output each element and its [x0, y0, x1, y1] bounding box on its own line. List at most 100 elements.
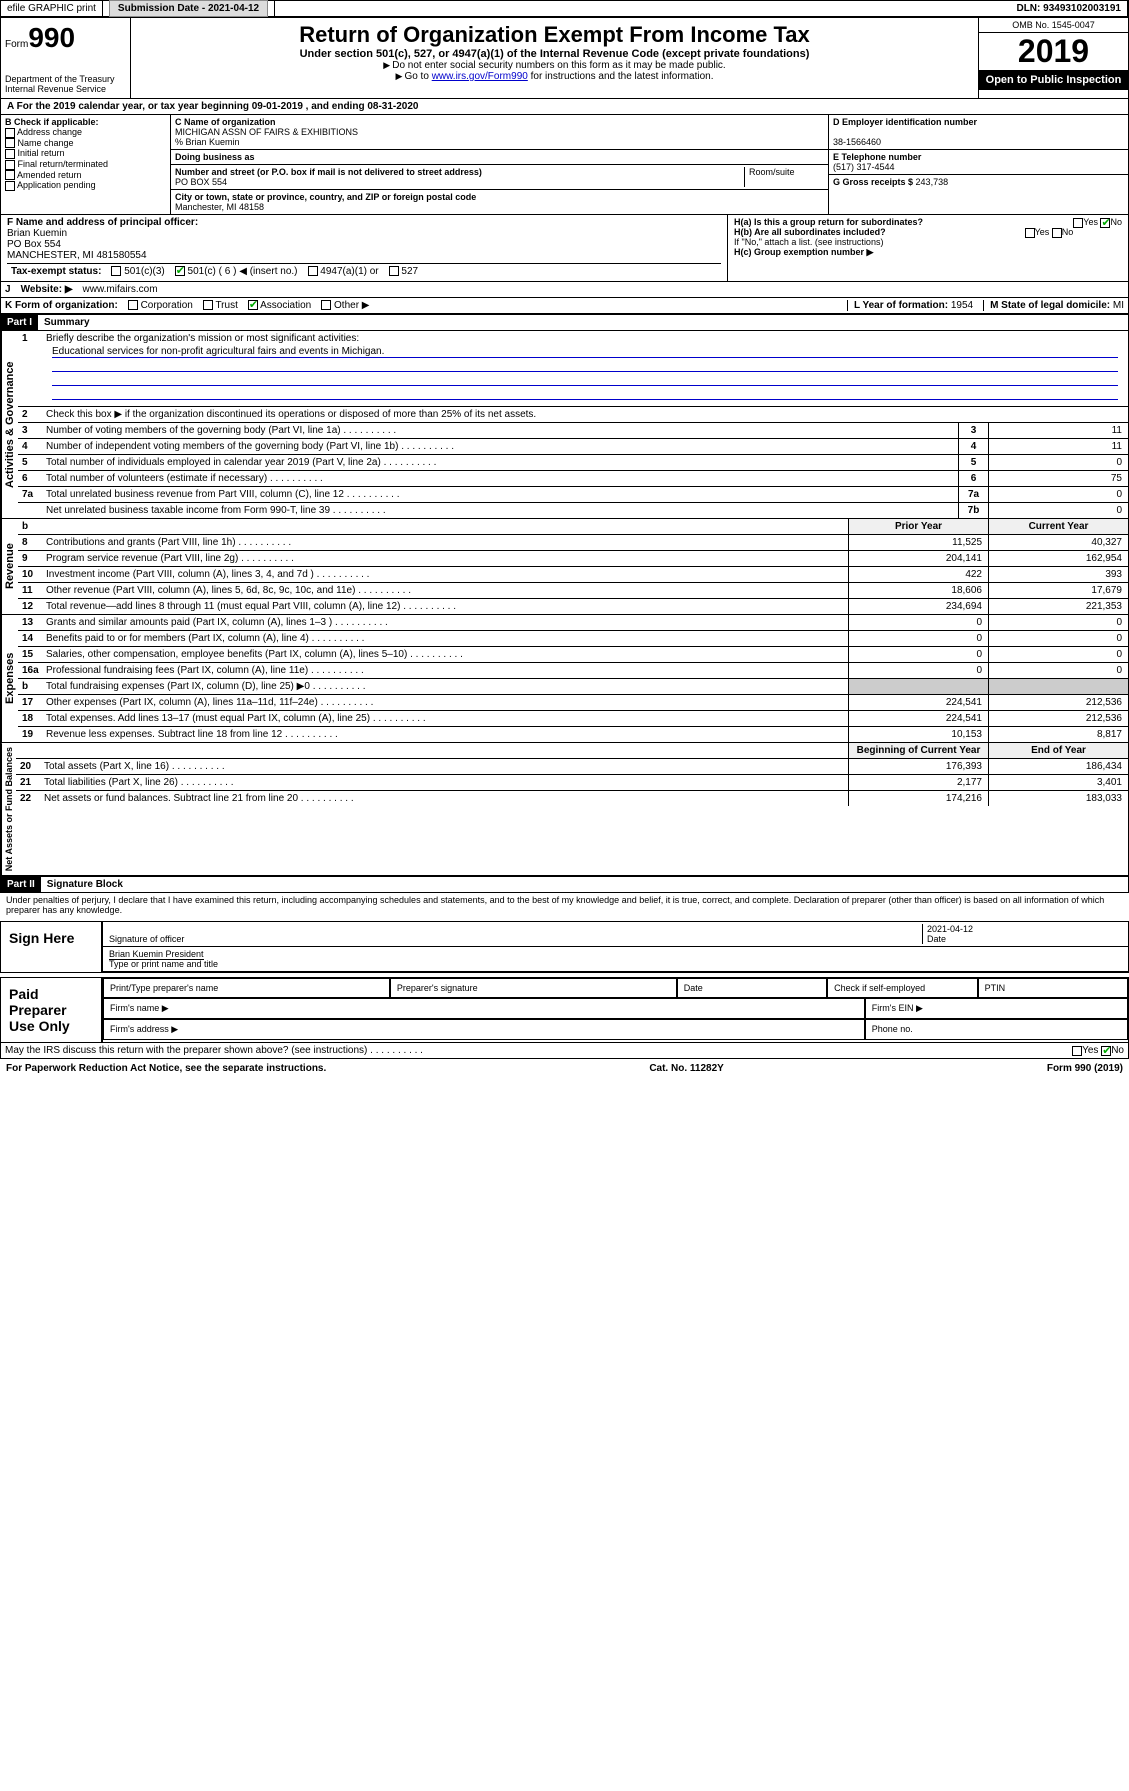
table-row: 19Revenue less expenses. Subtract line 1… [18, 727, 1128, 742]
cb-assoc[interactable]: Association [248, 300, 311, 311]
cb-name[interactable]: Name change [5, 138, 166, 149]
efile-label: efile GRAPHIC print [1, 1, 103, 16]
expenses-table: Expenses 13Grants and similar amounts pa… [0, 615, 1129, 743]
cb-amended[interactable]: Amended return [5, 170, 166, 181]
hb-note: If "No," attach a list. (see instruction… [734, 237, 1122, 247]
table-row: 12Total revenue—add lines 8 through 11 (… [18, 599, 1128, 614]
open-public: Open to Public Inspection [979, 70, 1128, 90]
l-label: L Year of formation: [854, 300, 951, 311]
section-right: D Employer identification number 38-15664… [828, 115, 1128, 214]
signature-block: Sign Here Signature of officer2021-04-12… [0, 921, 1129, 973]
table-row: 8Contributions and grants (Part VIII, li… [18, 535, 1128, 551]
dln: DLN: 93493102003191 [1010, 1, 1128, 16]
discontinued: Check this box ▶ if the organization dis… [42, 407, 1128, 422]
cb-other[interactable]: Other ▶ [321, 300, 369, 311]
irs-link[interactable]: www.irs.gov/Form990 [432, 71, 528, 82]
dept: Department of the Treasury Internal Reve… [5, 74, 126, 94]
form-number: Form990 [5, 22, 126, 54]
table-row: 10Investment income (Part VIII, column (… [18, 567, 1128, 583]
note-link: Go to www.irs.gov/Form990 for instructio… [139, 71, 970, 82]
perjury-declaration: Under penalties of perjury, I declare th… [0, 893, 1129, 917]
preparer-block: Paid Preparer Use Only Print/Type prepar… [0, 977, 1129, 1043]
part1-header: Part I [1, 315, 38, 330]
ein-value: 38-1566460 [833, 137, 881, 147]
footer-left: For Paperwork Reduction Act Notice, see … [6, 1063, 326, 1074]
mission-label: Briefly describe the organization's miss… [46, 333, 359, 344]
topbar: efile GRAPHIC print Submission Date - 20… [0, 0, 1129, 17]
cb-corp[interactable]: Corporation [128, 300, 193, 311]
footer-right: Form 990 (2019) [1047, 1063, 1123, 1074]
cb-4947[interactable]: 4947(a)(1) or [308, 266, 379, 277]
submission-btn[interactable]: Submission Date - 2021-04-12 [109, 0, 268, 17]
gross-value: 243,738 [916, 177, 949, 187]
table-row: Net unrelated business taxable income fr… [18, 503, 1128, 518]
tab-revenue: Revenue [1, 519, 18, 614]
cb-501c[interactable]: 501(c) ( 6 ) ◀ (insert no.) [175, 266, 298, 277]
form-header: Form990 Department of the Treasury Inter… [0, 17, 1129, 99]
tab-expenses: Expenses [1, 615, 18, 742]
phone-label: E Telephone number [833, 152, 921, 162]
revenue-table: Revenue bPrior YearCurrent Year 8Contrib… [0, 519, 1129, 615]
cb-initial[interactable]: Initial return [5, 148, 166, 159]
table-row: 20Total assets (Part X, line 16)176,3931… [16, 759, 1128, 775]
name-label: C Name of organization [175, 117, 276, 127]
year-formation: 1954 [951, 300, 973, 311]
discuss-row: May the IRS discuss this return with the… [0, 1043, 1129, 1059]
self-employed: Check if self-employed [834, 983, 925, 993]
org-city: Manchester, MI 48158 [175, 202, 264, 212]
officer-label: F Name and address of principal officer: [7, 217, 198, 228]
firm-ein: Firm's EIN ▶ [865, 998, 1128, 1019]
footer: For Paperwork Reduction Act Notice, see … [0, 1059, 1129, 1078]
period-row: A For the 2019 calendar year, or tax yea… [0, 99, 1129, 115]
form-subtitle: Under section 501(c), 527, or 4947(a)(1)… [139, 48, 970, 60]
col-current: Current Year [988, 519, 1128, 534]
tab-governance: Activities & Governance [1, 331, 18, 518]
footer-mid: Cat. No. 11282Y [649, 1063, 723, 1074]
section-b: B Check if applicable: Address change Na… [1, 115, 171, 214]
cb-trust[interactable]: Trust [203, 300, 238, 311]
part2-title: Signature Block [41, 877, 129, 892]
k-label: K Form of organization: [5, 300, 118, 311]
type-label: Type or print name and title [109, 959, 218, 969]
hb-label: H(b) Are all subordinates included? [734, 227, 886, 237]
table-row: 13Grants and similar amounts paid (Part … [18, 615, 1128, 631]
table-row: 21Total liabilities (Part X, line 26)2,1… [16, 775, 1128, 791]
addr-label: Number and street (or P.O. box if mail i… [175, 167, 482, 177]
care-of: % Brian Kuemin [175, 137, 240, 147]
tax-year: 2019 [979, 33, 1128, 70]
cb-527[interactable]: 527 [389, 266, 418, 277]
table-row: 18Total expenses. Add lines 13–17 (must … [18, 711, 1128, 727]
netassets-table: Net Assets or Fund Balances Beginning of… [0, 743, 1129, 876]
cb-pending[interactable]: Application pending [5, 180, 166, 191]
phone-value: (517) 317-4544 [833, 162, 895, 172]
domicile: MI [1113, 300, 1124, 311]
org-address: PO BOX 554 [175, 177, 227, 187]
governance-table: Activities & Governance 1Briefly describ… [0, 331, 1129, 519]
section-b-header: B Check if applicable: [5, 117, 99, 127]
cb-address[interactable]: Address change [5, 127, 166, 138]
mission-text: Educational services for non-profit agri… [52, 346, 1118, 358]
cb-501c3[interactable]: 501(c)(3) [111, 266, 164, 277]
omb: OMB No. 1545-0047 [979, 18, 1128, 33]
prep-sig: Preparer's signature [390, 978, 677, 998]
officer-name: Brian Kuemin [7, 228, 67, 239]
table-row: 5Total number of individuals employed in… [18, 455, 1128, 471]
col-begin: Beginning of Current Year [848, 743, 988, 758]
gross-label: G Gross receipts $ [833, 177, 916, 187]
website-label: Website: ▶ [21, 284, 73, 295]
website-value: www.mifairs.com [83, 284, 158, 295]
part2-header: Part II [1, 877, 41, 892]
city-label: City or town, state or province, country… [175, 192, 476, 202]
firm-name: Firm's name ▶ [103, 998, 865, 1019]
discuss-label: May the IRS discuss this return with the… [5, 1045, 423, 1056]
cb-final[interactable]: Final return/terminated [5, 159, 166, 170]
firm-addr: Firm's address ▶ [103, 1019, 865, 1040]
table-row: 15Salaries, other compensation, employee… [18, 647, 1128, 663]
table-row: 9Program service revenue (Part VIII, lin… [18, 551, 1128, 567]
date-label: Date [927, 934, 946, 944]
table-row: 6Total number of volunteers (estimate if… [18, 471, 1128, 487]
note-ssn: Do not enter social security numbers on … [139, 60, 970, 71]
ein-label: D Employer identification number [833, 117, 977, 127]
col-end: End of Year [988, 743, 1128, 758]
org-name: MICHIGAN ASSN OF FAIRS & EXHIBITIONS [175, 127, 358, 137]
